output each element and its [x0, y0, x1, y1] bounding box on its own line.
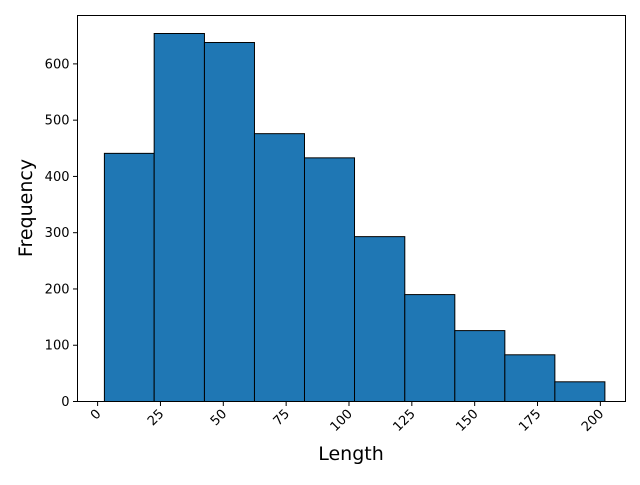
histogram-bar	[253, 133, 305, 402]
x-tick-label: 125	[390, 407, 418, 435]
x-tick-label: 200	[579, 407, 607, 435]
histogram-bar	[504, 354, 556, 402]
histogram-bar	[404, 294, 456, 403]
histogram-bar	[303, 157, 356, 402]
y-tick-label: 400	[45, 170, 70, 185]
y-axis-label: Frequency	[15, 159, 37, 257]
y-tick-label: 300	[45, 226, 70, 241]
x-tick-label: 50	[208, 407, 230, 429]
histogram-bar	[454, 330, 506, 403]
x-tick-label: 150	[453, 407, 481, 435]
histogram-bar	[153, 33, 205, 403]
histogram-bar	[103, 152, 155, 402]
y-tick-label: 100	[45, 339, 70, 354]
x-tick-label: 75	[271, 407, 293, 429]
x-axis: 0 25 50 75 100 125 150 175 200	[88, 401, 607, 435]
y-tick-label: 200	[45, 282, 70, 297]
histogram-bar	[203, 42, 255, 402]
x-axis-label: Length	[318, 443, 384, 465]
histogram-bar	[554, 381, 606, 402]
x-tick-label: 100	[328, 407, 356, 435]
y-tick-label: 600	[45, 57, 70, 72]
bars-group	[103, 33, 606, 403]
y-tick-label: 500	[45, 114, 70, 129]
x-tick-label: 175	[516, 407, 544, 435]
y-tick-label: 0	[61, 395, 69, 410]
y-axis: 0 100 200 300 400 500 600	[45, 57, 78, 410]
plot-frame	[77, 15, 626, 402]
x-tick-label: 25	[145, 407, 167, 429]
histogram-bar	[354, 236, 406, 402]
x-tick-label: 0	[88, 407, 104, 423]
